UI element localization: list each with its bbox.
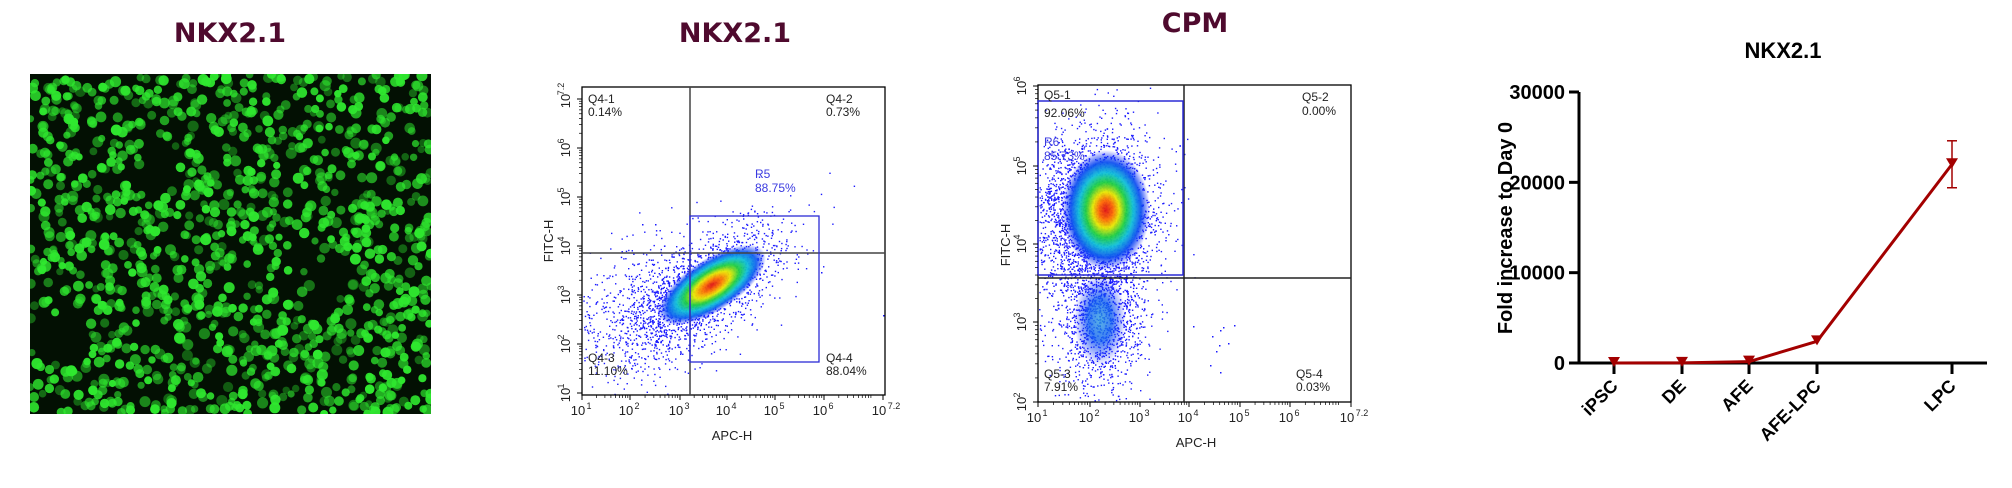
line-chart-ylabel: Fold increase to Day 0 (1495, 122, 1517, 334)
data-point-lpc[interactable] (1946, 158, 1958, 169)
line-chart-title: NKX2.1 (1744, 38, 1821, 63)
line-chart-series[interactable] (1608, 140, 1958, 367)
